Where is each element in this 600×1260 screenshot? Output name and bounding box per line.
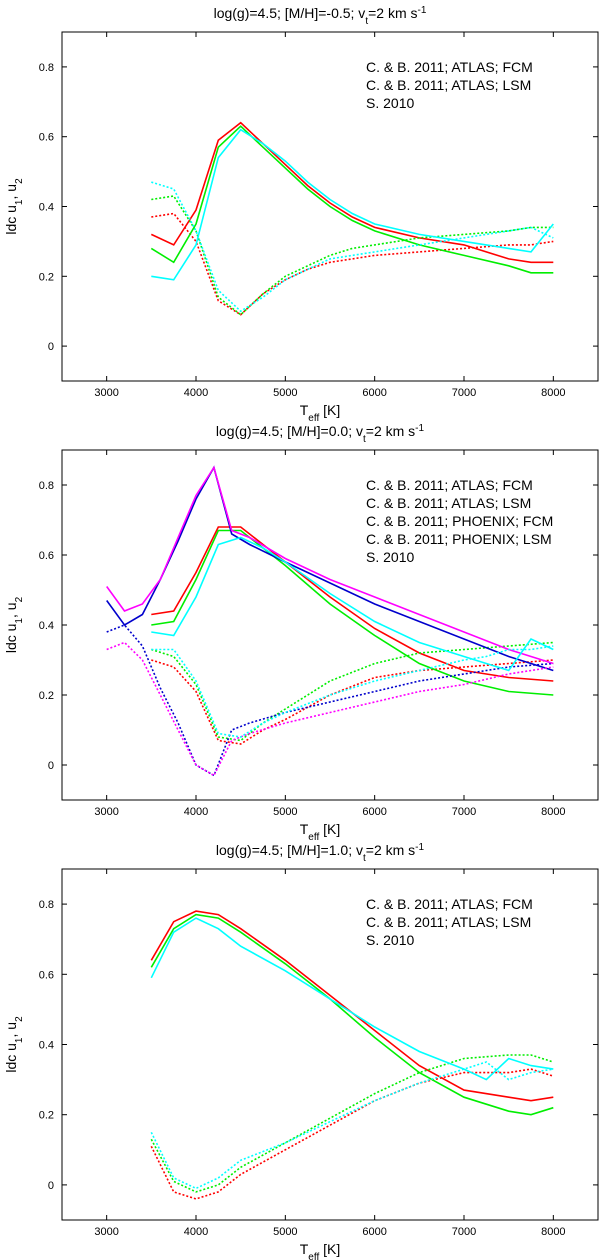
chart-title: log(g)=4.5; [M/H]=-0.5; vt=2 km s-1 bbox=[214, 5, 427, 27]
series-line-u2-c-b-2011-atlas-fcm bbox=[150, 1068, 554, 1200]
x-tick-label: 8000 bbox=[541, 806, 565, 818]
x-tick-label: 7000 bbox=[452, 387, 476, 399]
legend-entry-c-b-2011-atlas-lsm: C. & B. 2011; ATLAS; LSM bbox=[366, 77, 531, 93]
series-line-u1-c-b-2011-atlas-fcm bbox=[150, 910, 554, 1102]
x-tick-label: 5000 bbox=[273, 387, 297, 399]
y-tick-label: 0 bbox=[48, 341, 54, 353]
x-tick-label: 4000 bbox=[184, 806, 208, 818]
x-tick-label: 4000 bbox=[184, 1226, 208, 1238]
y-tick-label: 0.6 bbox=[39, 550, 54, 562]
y-tick-label: 0.8 bbox=[39, 480, 54, 492]
y-tick-label: 0 bbox=[48, 760, 54, 772]
series-line-u2-c-b-2011-atlas-lsm bbox=[151, 195, 554, 316]
x-tick-label: 4000 bbox=[184, 387, 208, 399]
legend-entry-c-b-2011-atlas-fcm: C. & B. 2011; ATLAS; FCM bbox=[366, 59, 533, 75]
chart-panel-1: log(g)=4.5; [M/H]=-0.5; vt=2 km s-1 3000 4… bbox=[3, 5, 599, 424]
series-line-u1-c-b-2011-phoenix-fcm bbox=[106, 465, 554, 672]
series-line-u1-c-b-2011-atlas-lsm bbox=[150, 125, 554, 274]
series-line-u1-c-b-2011-atlas-fcm bbox=[150, 121, 554, 264]
x-axis-label: Teff [K] bbox=[300, 821, 341, 843]
series-line-u1-s-2010 bbox=[150, 917, 554, 1081]
series-line-u1-c-b-2011-atlas-fcm bbox=[151, 526, 554, 682]
y-tick-label: 0.4 bbox=[39, 1040, 54, 1052]
legend-entry-c-b-2011-atlas-fcm: C. & B. 2011; ATLAS; FCM bbox=[366, 477, 533, 493]
chart-panel-3: log(g)=4.5; [M/H]=1.0; vt=2 km s-1 3000 40… bbox=[3, 842, 599, 1260]
y-axis-label: ldc u1, u2 bbox=[3, 178, 25, 235]
series-line-u2-c-b-2011-phoenix-lsm bbox=[106, 641, 554, 777]
legend-entry-c-b-2011-phoenix-lsm: C. & B. 2011; PHOENIX; LSM bbox=[366, 531, 552, 547]
chart-title: log(g)=4.5; [M/H]=1.0; vt=2 km s-1 bbox=[216, 842, 425, 864]
series-line-u2-s-2010 bbox=[150, 1061, 554, 1190]
y-axis-label: ldc u1, u2 bbox=[3, 1016, 25, 1073]
y-tick-label: 0.2 bbox=[39, 271, 54, 283]
legend-entry-c-b-2011-atlas-lsm: C. & B. 2011; ATLAS; LSM bbox=[366, 495, 531, 511]
series-line-u2-c-b-2011-atlas-lsm bbox=[151, 641, 554, 742]
series-line-u2-c-b-2011-atlas-lsm bbox=[150, 1054, 554, 1193]
y-tick-label: 0.6 bbox=[39, 132, 54, 144]
legend-entry-s-2010: S. 2010 bbox=[366, 95, 414, 111]
x-axis-label: Teff [K] bbox=[300, 1241, 341, 1260]
legend-entry-c-b-2011-atlas-fcm: C. & B. 2011; ATLAS; FCM bbox=[366, 896, 533, 912]
series-line-u2-c-b-2011-atlas-fcm bbox=[151, 659, 554, 745]
series-line-u1-s-2010 bbox=[151, 128, 554, 281]
series-line-u2-c-b-2011-atlas-fcm bbox=[151, 212, 554, 316]
y-tick-label: 0.2 bbox=[39, 690, 54, 702]
y-tick-label: 0.2 bbox=[39, 1110, 54, 1122]
x-axis-label: Teff [K] bbox=[300, 402, 341, 424]
y-axis-label: ldc u1, u2 bbox=[3, 596, 25, 653]
x-tick-label: 8000 bbox=[541, 1226, 565, 1238]
y-tick-label: 0.8 bbox=[39, 899, 54, 911]
x-tick-label: 3000 bbox=[94, 387, 118, 399]
series-line-u1-c-b-2011-atlas-lsm bbox=[150, 913, 554, 1116]
x-tick-label: 8000 bbox=[541, 387, 565, 399]
series-line-u1-c-b-2011-atlas-lsm bbox=[151, 529, 554, 696]
chart-panel-2: log(g)=4.5; [M/H]=0.0; vt=2 km s-1 3000 40… bbox=[3, 423, 599, 843]
legend-entry-s-2010: S. 2010 bbox=[366, 549, 414, 565]
x-tick-label: 3000 bbox=[94, 806, 118, 818]
y-tick-label: 0.4 bbox=[39, 620, 54, 632]
legend-entry-c-b-2011-atlas-lsm: C. & B. 2011; ATLAS; LSM bbox=[366, 914, 531, 930]
chart-title: log(g)=4.5; [M/H]=0.0; vt=2 km s-1 bbox=[216, 423, 425, 445]
series-line-u2-s-2010 bbox=[151, 181, 554, 313]
series-line-u1-s-2010 bbox=[151, 536, 554, 672]
y-tick-label: 0 bbox=[48, 1180, 54, 1192]
y-tick-label: 0.4 bbox=[39, 202, 54, 214]
legend-entry-c-b-2011-phoenix-fcm: C. & B. 2011; PHOENIX; FCM bbox=[366, 513, 553, 529]
x-tick-label: 3000 bbox=[94, 1226, 118, 1238]
y-tick-label: 0.8 bbox=[39, 62, 54, 74]
x-tick-label: 6000 bbox=[362, 387, 386, 399]
series-line-u2-s-2010 bbox=[151, 645, 554, 738]
series-line-u1-c-b-2011-phoenix-lsm bbox=[106, 465, 554, 665]
x-tick-label: 7000 bbox=[452, 806, 476, 818]
x-tick-label: 6000 bbox=[362, 1226, 386, 1238]
x-tick-label: 6000 bbox=[362, 806, 386, 818]
series-line-u2-c-b-2011-phoenix-fcm bbox=[106, 624, 554, 777]
x-tick-label: 5000 bbox=[273, 806, 297, 818]
x-tick-label: 5000 bbox=[273, 1226, 297, 1238]
x-tick-label: 7000 bbox=[452, 1226, 476, 1238]
y-tick-label: 0.6 bbox=[39, 969, 54, 981]
legend-entry-s-2010: S. 2010 bbox=[366, 932, 414, 948]
